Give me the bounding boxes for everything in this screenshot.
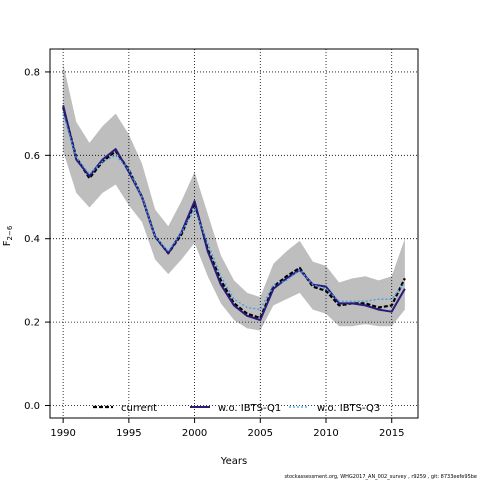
legend-label-1: current [121,403,157,414]
plot-frame [49,48,419,419]
x-tick-label: 2010 [313,428,338,439]
y-tick-label: 0.4 [24,234,40,245]
grid-layer [50,49,418,418]
legend: current w.o. IBTS-Q1 w.o. IBTS-Q3 [93,403,380,414]
confidence-band-layer [63,63,405,331]
y-tick-label: 0.6 [24,151,40,162]
y-axis-title: F2−6 [2,225,14,246]
y-tick-label: 0.2 [24,318,40,329]
series-line-2 [62,105,406,322]
x-tick-label: 2000 [182,428,207,439]
x-axis-title: Years [220,456,247,467]
confidence-band [63,63,405,331]
legend-label-3: w.o. IBTS-Q3 [317,403,380,414]
x-axis: 1990 1995 2000 2005 2010 2015 [50,418,404,439]
x-tick-label: 1990 [50,428,75,439]
y-axis-title-subscript: 2−6 [6,225,14,240]
y-axis: 0.0 0.2 0.4 0.6 0.8 [24,67,50,412]
x-tick-label: 2005 [248,428,273,439]
footer-text: stockassessment.org, WHG2017_AN_002_surv… [284,474,477,480]
series-layer [62,105,406,322]
y-tick-label: 0.8 [24,67,40,78]
y-axis-title-main: F [2,240,13,246]
x-tick-label: 2015 [379,428,404,439]
x-tick-label: 1995 [116,428,141,439]
legend-label-2: w.o. IBTS-Q1 [218,403,281,414]
y-tick-label: 0.0 [24,401,40,412]
